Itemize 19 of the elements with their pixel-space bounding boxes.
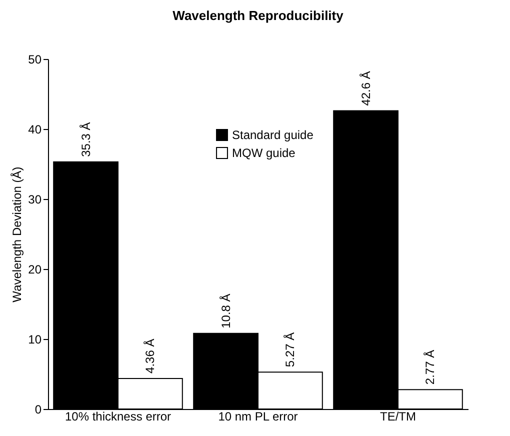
data-label: 4.36 Å (143, 338, 158, 374)
data-label: 10.8 Å (218, 294, 233, 328)
data-label: 5.27 Å (283, 332, 298, 368)
x-tick-label: 10 nm PL error (218, 410, 298, 424)
y-tick-label: 40 (28, 122, 42, 136)
data-label: 35.3 Å (78, 122, 93, 157)
x-tick-label: 10% thickness error (64, 410, 172, 424)
y-tick-label: 50 (28, 52, 42, 66)
chart-title: Wavelength Reproducibility (172, 8, 344, 23)
data-label: 42.6 Å (358, 71, 373, 106)
y-axis-title: Wavelength Deviation (Å) (10, 166, 24, 302)
y-tick-label: 30 (28, 192, 42, 206)
data-label: 2.77 Å (423, 350, 438, 385)
y-tick-label: 20 (28, 262, 42, 276)
x-tick-label: TE/TM (380, 410, 416, 424)
y-tick-label: 10 (28, 332, 42, 346)
legend-label: Standard guide (232, 128, 314, 142)
y-tick-label: 0 (34, 402, 42, 416)
legend-label: MQW guide (232, 146, 296, 160)
